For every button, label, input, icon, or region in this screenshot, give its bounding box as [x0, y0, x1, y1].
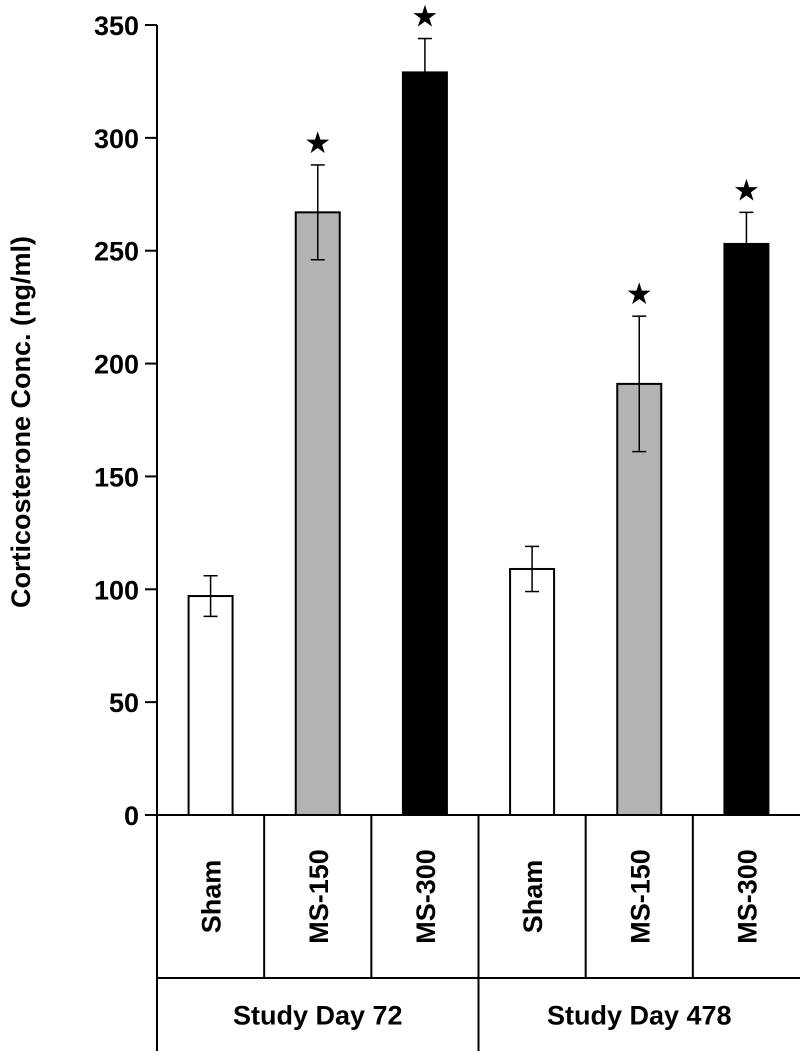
bar-ms-150-day478: [616, 382, 663, 816]
category-label: Sham: [197, 860, 227, 934]
y-tick-label: 250: [94, 237, 139, 267]
bar-sham-day72: [187, 595, 234, 816]
category-label: MS-150: [625, 849, 655, 944]
y-tick-label: 0: [124, 801, 139, 831]
significance-star: ★: [411, 0, 438, 35]
bar-sham-day478: [509, 567, 556, 816]
group-label: Study Day 72: [233, 1001, 403, 1031]
bar-ms-300-day478: [723, 242, 770, 816]
category-label: MS-300: [411, 849, 441, 944]
bars-layer: [187, 37, 770, 817]
y-tick-label: 300: [94, 124, 139, 154]
significance-star: ★: [626, 277, 653, 312]
category-label: MS-150: [304, 849, 334, 944]
y-tick-label: 100: [94, 575, 139, 605]
y-tick-label: 50: [109, 688, 139, 718]
y-tick-label: 350: [94, 11, 139, 41]
y-tick-label: 200: [94, 350, 139, 380]
bar-ms-300-day72: [401, 71, 448, 816]
labels-layer: 0 50 100 150 200 250 300 350 Sham ★ MS-150 ★ MS-300 S…: [94, 0, 762, 1031]
category-label: MS-300: [732, 849, 762, 944]
axis-layer: [145, 24, 800, 1051]
significance-star: ★: [733, 173, 760, 208]
y-axis-title: Corticosterone Conc. (ng/ml): [6, 236, 36, 608]
group-label: Study Day 478: [547, 1001, 732, 1031]
significance-star: ★: [304, 126, 331, 161]
y-tick-label: 150: [94, 462, 139, 492]
category-label: Sham: [518, 860, 548, 934]
bar-ms-150-day72: [294, 211, 341, 817]
